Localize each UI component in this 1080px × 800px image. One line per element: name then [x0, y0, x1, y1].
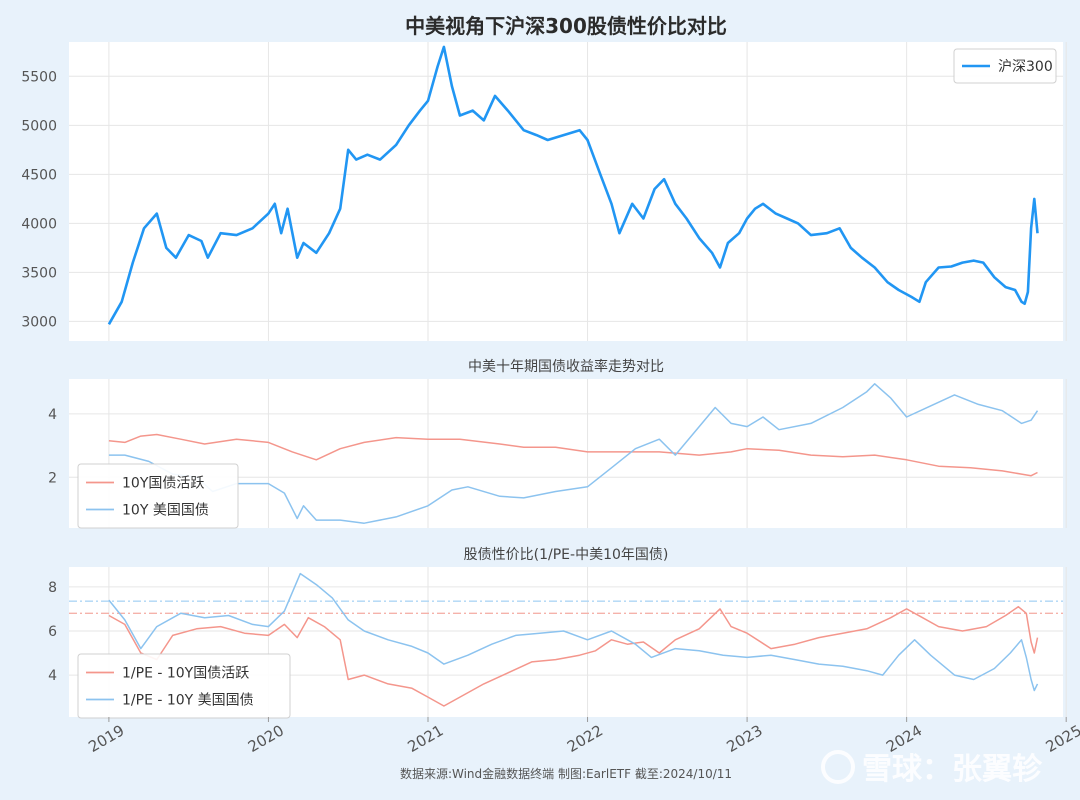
watermark-logo-icon [821, 750, 855, 784]
y-tick-label: 5500 [21, 69, 57, 85]
x-tick-label: 2021 [404, 721, 446, 756]
legend-label: 1/PE - 10Y国债活跃 [122, 666, 249, 682]
shared-x-axis: 2019 2020 2021 2022 2023 2024 2025 [85, 717, 1080, 756]
series-line [108, 572, 1039, 692]
y-tick-label: 4000 [21, 216, 57, 232]
figure-title: 中美视角下沪深300股债性价比对比 [405, 14, 727, 38]
panel-csi300: 3000 3500 4000 4500 5000 5500 沪深300 [21, 42, 1067, 341]
legend [953, 48, 1057, 84]
watermark-text: 雪球：张翼轸 [862, 752, 1043, 787]
y-tick-label: 4 [48, 407, 57, 423]
x-tick-label: 2025 [1043, 721, 1080, 756]
x-tick-label: 2022 [564, 721, 606, 756]
y-tick-label: 2 [48, 470, 57, 486]
legend-label: 10Y 美国国债 [122, 503, 209, 519]
legend-label: 10Y国债活跃 [122, 476, 204, 492]
x-tick-label: 2020 [245, 721, 287, 756]
source-note: 数据来源:Wind金融数据终端 制图:EarlETF 截至:2024/10/11 [400, 766, 732, 781]
y-tick-label: 6 [48, 624, 57, 640]
series-line [108, 433, 1038, 477]
legend [77, 653, 291, 719]
watermark: 雪球：张翼轸 [821, 750, 1043, 787]
y-tick-label: 8 [48, 580, 57, 596]
plot-area [69, 42, 1063, 341]
panel-ratio-title: 股债性价比(1/PE-中美10年国债) [464, 547, 669, 563]
legend-label: 沪深300 [998, 59, 1053, 75]
x-tick-label: 2023 [724, 721, 766, 756]
panel-bond-yields: 2 4 10Y国债活跃 10Y 美国国债 [48, 379, 1067, 529]
series-line [107, 45, 1039, 325]
y-tick-label: 3000 [21, 314, 57, 330]
panel-yield-title: 中美十年期国债收益率走势对比 [468, 358, 664, 375]
series-line [108, 383, 1039, 524]
y-tick-label: 5000 [21, 118, 57, 134]
y-tick-label: 3500 [21, 265, 57, 281]
x-tick-label: 2024 [883, 721, 925, 756]
series-line [108, 605, 1039, 707]
legend-label: 1/PE - 10Y 美国国债 [122, 693, 254, 709]
y-tick-label: 4 [48, 668, 57, 684]
legend [77, 463, 239, 529]
y-tick-label: 4500 [21, 167, 57, 183]
x-tick-label: 2019 [85, 721, 127, 756]
panel-equity-bond-ratio: 4 6 8 1/PE - 10Y国债活跃 1/PE - 10Y 美国国债 [48, 567, 1067, 719]
